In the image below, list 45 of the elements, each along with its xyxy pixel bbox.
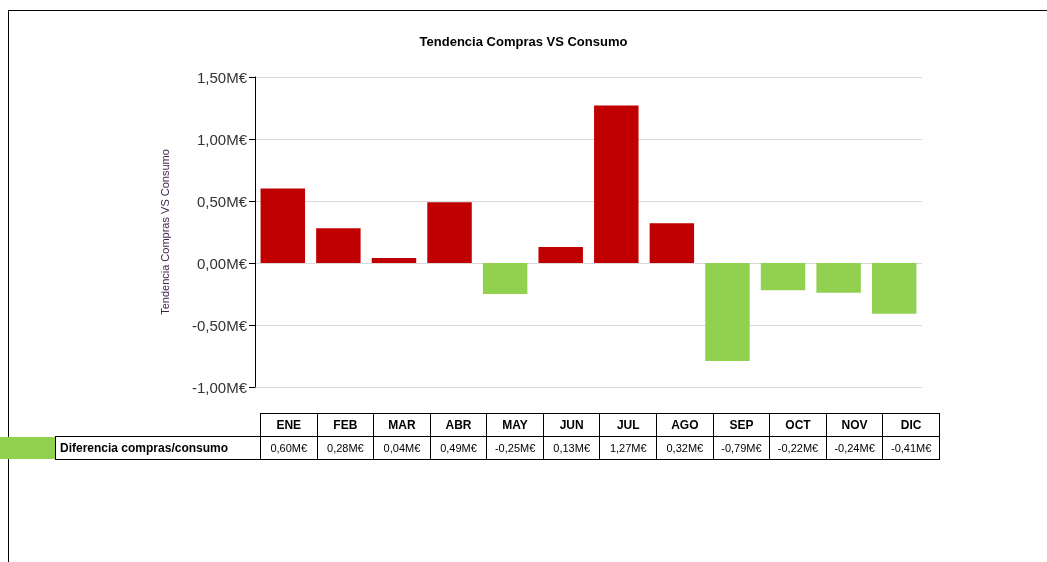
bar <box>316 228 361 263</box>
bar <box>427 202 472 263</box>
y-tick-label: 1,00M€ <box>196 130 248 148</box>
bar <box>538 246 583 263</box>
bar <box>594 105 639 263</box>
chart-title: Tendencia Compras VS Consumo <box>419 34 628 49</box>
data-label: -0,41M€ <box>882 436 940 460</box>
bar <box>705 263 750 361</box>
y-tick-label: 1,50M€ <box>196 68 248 86</box>
data-label: 0,32M€ <box>656 436 714 460</box>
bar <box>760 263 806 291</box>
x-tick-label: JUN <box>543 413 600 437</box>
legend-label: Diferencia compras/consumo <box>55 436 261 460</box>
y-tick-label: 0,50M€ <box>196 192 248 210</box>
bar <box>649 223 695 263</box>
bar <box>871 263 917 314</box>
data-label: 0,28M€ <box>317 436 374 460</box>
y-tick-label: -0,50M€ <box>191 316 248 334</box>
bar <box>482 263 528 294</box>
data-label: 0,13M€ <box>543 436 600 460</box>
x-tick-label: AGO <box>656 413 714 437</box>
x-tick-label: ABR <box>430 413 487 437</box>
data-label: 0,04M€ <box>373 436 431 460</box>
x-tick-label: FEB <box>317 413 374 437</box>
bar <box>371 258 417 263</box>
data-label: -0,79M€ <box>713 436 770 460</box>
x-tick-label: SEP <box>713 413 770 437</box>
data-label: 0,49M€ <box>430 436 487 460</box>
data-label: 0,60M€ <box>260 436 318 460</box>
y-axis-title: Tendencia Compras VS Consumo <box>158 149 171 315</box>
y-tick-label: 0,00M€ <box>196 254 248 272</box>
x-tick-label: NOV <box>826 413 883 437</box>
x-tick-label: MAR <box>373 413 431 437</box>
x-tick-label: MAY <box>486 413 544 437</box>
bar <box>816 263 861 293</box>
x-tick-label: OCT <box>769 413 827 437</box>
data-label: -0,25M€ <box>486 436 544 460</box>
x-tick-label: ENE <box>260 413 318 437</box>
x-tick-label: JUL <box>599 413 657 437</box>
data-label: -0,22M€ <box>769 436 827 460</box>
data-label: 1,27M€ <box>599 436 657 460</box>
bar <box>260 188 306 263</box>
x-tick-label: DIC <box>882 413 940 437</box>
y-tick-label: -1,00M€ <box>191 378 248 396</box>
data-label: -0,24M€ <box>826 436 883 460</box>
